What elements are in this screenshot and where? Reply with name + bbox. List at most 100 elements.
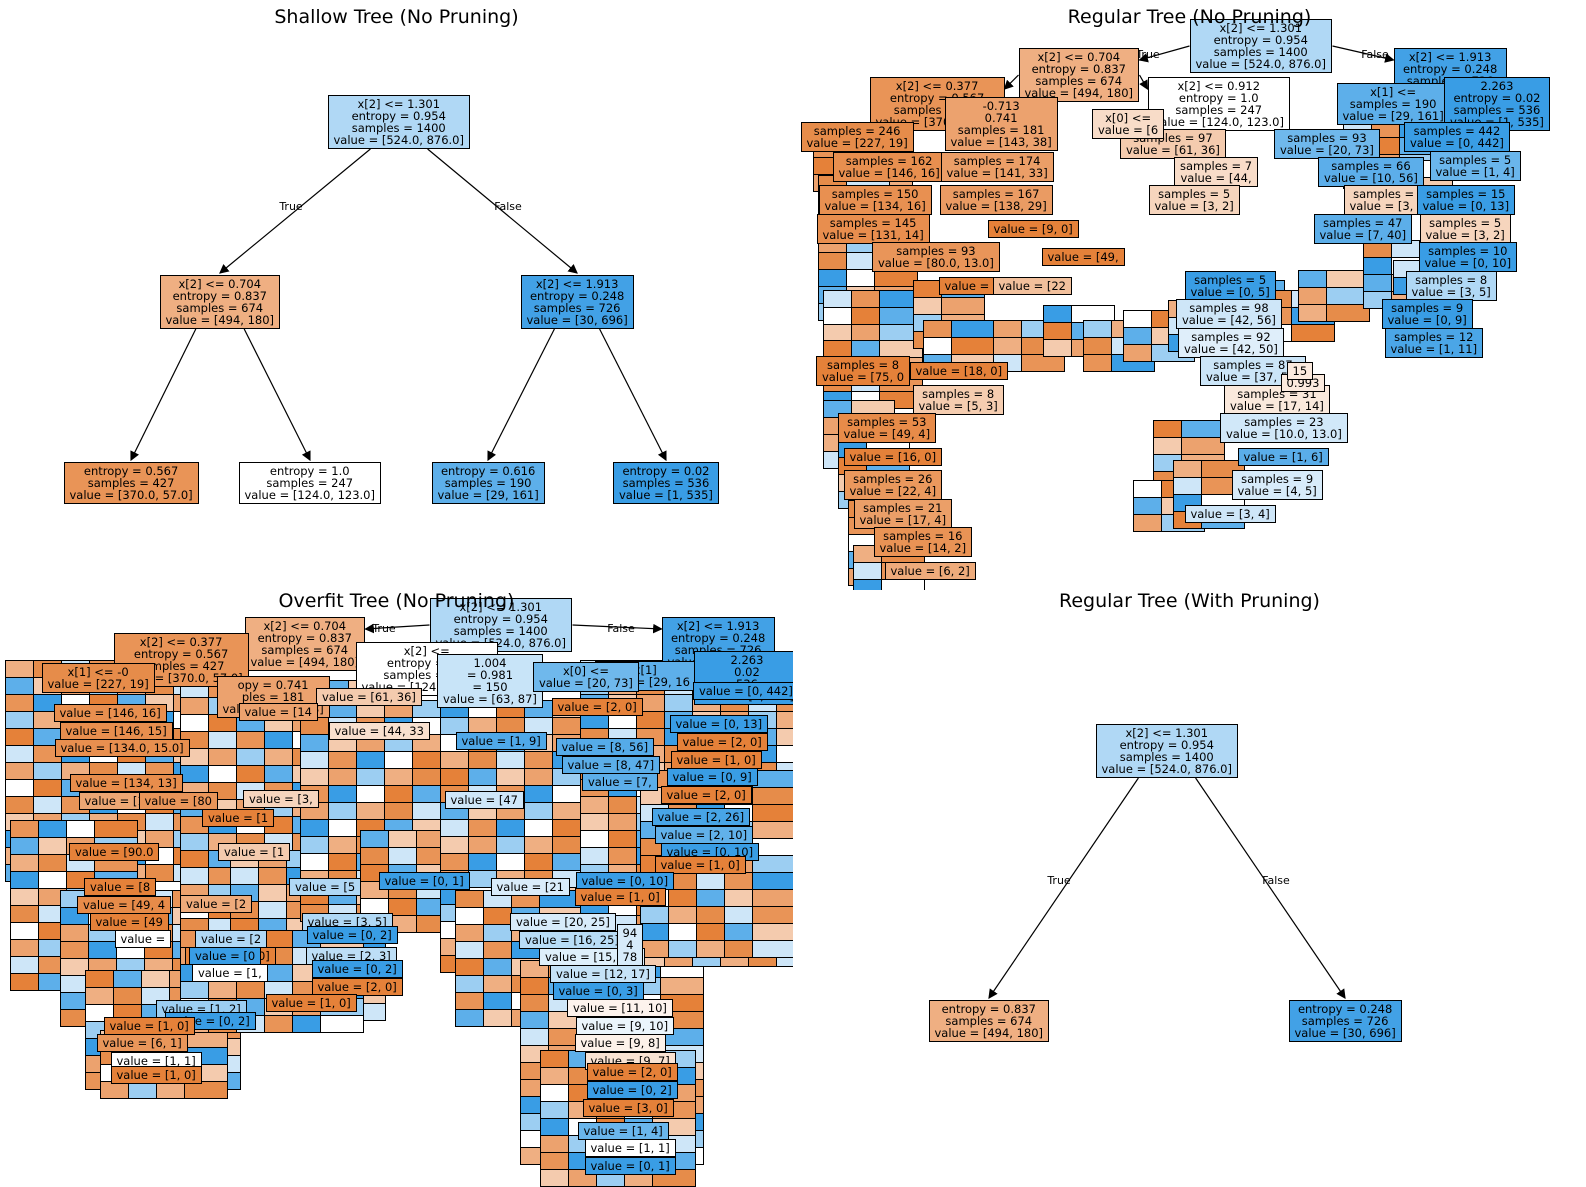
tree-edge bbox=[1003, 74, 1019, 90]
node-text: value = [14 bbox=[244, 705, 312, 719]
node-text: value = [3, bbox=[249, 792, 313, 806]
edges: True False bbox=[988, 777, 1346, 999]
node-text: samples = 66 bbox=[1331, 159, 1411, 173]
panel-title: Shallow Tree (No Pruning) bbox=[274, 6, 519, 28]
node-text: samples = 15 bbox=[1426, 187, 1506, 201]
tree-edge bbox=[243, 328, 311, 462]
node-text: value = [1, 0] bbox=[676, 753, 756, 767]
tree-node: x[2] <= 1.301 entropy = 0.954 samples = 14… bbox=[1189, 19, 1332, 73]
node-text: samples = 536 bbox=[1453, 103, 1541, 117]
node-text: samples = 246 bbox=[813, 124, 901, 138]
node-text: value = [17, 14] bbox=[1230, 399, 1324, 413]
node-text: value = [134.0, 15.0] bbox=[60, 741, 184, 755]
node-text: value = [131, 14] bbox=[822, 228, 924, 242]
node-text: samples = 5 bbox=[1439, 153, 1512, 167]
node-text: value = [0, 13] bbox=[675, 717, 763, 731]
node-text: value = [1, bbox=[198, 966, 262, 980]
node-text: entropy = 1.0 bbox=[269, 464, 350, 478]
tree-node: 1.004 = 0.981 = 150 value = [63, 87] bbox=[437, 654, 543, 708]
node-text: value = [49, 4] bbox=[843, 427, 931, 441]
tree-node: x[2] <= 0.912 entropy = 1.0 samples = 247 v… bbox=[1147, 77, 1290, 131]
node-text: value = [9, 10] bbox=[581, 1019, 669, 1033]
node-text: x[2] <= 0.704 bbox=[178, 277, 262, 291]
node-text: x[2] <= 1.301 bbox=[1219, 21, 1303, 35]
node-text: samples = 5 bbox=[1353, 187, 1426, 201]
tree-node: value = [14 bbox=[238, 703, 318, 721]
node-text: value = [21 bbox=[496, 880, 564, 894]
node-text: samples = 5 bbox=[1194, 273, 1267, 287]
node-text: value = [3, 0] bbox=[588, 1101, 668, 1115]
node-text: samples = 23 bbox=[1244, 415, 1324, 429]
tree-node: samples = 162 value = [146, 16] bbox=[832, 152, 946, 182]
node-text: samples = 5 bbox=[1158, 187, 1231, 201]
tree-node: samples = 5 value = [3, 2] bbox=[1148, 185, 1240, 215]
node-text: value = [4, 5] bbox=[1237, 484, 1317, 498]
edges: True False bbox=[1003, 45, 1395, 91]
node-text: x[2] <= 0.377 bbox=[895, 79, 979, 93]
tree-node: samples = 5 value = [1, 4] bbox=[1429, 151, 1521, 181]
node-text: entropy = 0.837 bbox=[172, 289, 267, 303]
tree-node: value = [1, 4] bbox=[577, 1122, 669, 1140]
node-text: samples = 162 bbox=[845, 154, 933, 168]
node-text: samples = 181 bbox=[957, 123, 1045, 137]
node-text: value = [49, 4 bbox=[83, 898, 166, 912]
tree-edge bbox=[1138, 74, 1149, 91]
node-text: samples = 145 bbox=[829, 216, 917, 230]
tree-node: x[1] <= -0 value = [227, 19] bbox=[41, 663, 155, 693]
node-text: value = [0, 1] bbox=[590, 1159, 670, 1173]
node-text: value = [90.0 bbox=[75, 845, 154, 859]
tree-node: value = [9, 10] bbox=[575, 1017, 675, 1035]
node-text: x[2] <= 0.912 bbox=[1177, 79, 1261, 93]
node-text: value = [7, bbox=[588, 775, 652, 789]
node-text: samples = 93 bbox=[1287, 131, 1367, 145]
tree-node: value = [8, 47] bbox=[561, 756, 661, 774]
node-text: value = [7, 40] bbox=[1319, 228, 1407, 242]
tree-node: value = [1, 0] bbox=[103, 1017, 195, 1035]
node-text: samples = 12 bbox=[1394, 330, 1474, 344]
tree-node: samples = 93 value = [20, 73] bbox=[1274, 129, 1380, 159]
node-text: value = [1, 11] bbox=[1390, 342, 1478, 356]
node-text: value = [20, 25] bbox=[516, 915, 610, 929]
node-text: samples = 92 bbox=[1191, 330, 1271, 344]
edge-label-false: False bbox=[494, 200, 522, 213]
tree-node: value = [61, 36] bbox=[316, 688, 422, 706]
tree-node: entropy = 0.02 samples = 536 value = [1, 5… bbox=[613, 462, 719, 504]
panel-title: Overfit Tree (No Pruning) bbox=[278, 590, 515, 612]
tree-node: samples = 92 value = [42, 50] bbox=[1178, 328, 1284, 358]
node-text: samples = 8 bbox=[1415, 273, 1488, 287]
tree-node: value = [2, 0] bbox=[586, 1063, 678, 1081]
node-text: samples = 247 bbox=[266, 476, 354, 490]
node-text: value = [30, 696] bbox=[526, 313, 628, 327]
node-text: value = [80 bbox=[144, 794, 212, 808]
node-text: value = [42, 56] bbox=[1182, 313, 1276, 327]
tree-node: value = [11, 10] bbox=[567, 999, 673, 1017]
tree-edge bbox=[427, 148, 578, 274]
tree-node: value = [49 bbox=[89, 913, 169, 931]
node-text: value = [146, 16] bbox=[838, 166, 940, 180]
node-text: value = [63, 87] bbox=[443, 692, 537, 706]
tree-node: value = [1, bbox=[192, 964, 268, 982]
edges: True False bbox=[364, 622, 663, 635]
node-text: value = [524.0, 876.0] bbox=[1195, 57, 1327, 71]
node-text: value = [141, 33] bbox=[946, 166, 1048, 180]
tree-node: value = [0, 1] bbox=[584, 1157, 676, 1175]
node-text: samples = 190 bbox=[444, 476, 532, 490]
node-text: samples = 190 bbox=[1349, 97, 1437, 111]
node-text: value = [370.0, 57.0] bbox=[69, 488, 193, 502]
node-text: value = [18, 0] bbox=[915, 364, 1003, 378]
tree-node: x[2] <= 0.704 entropy = 0.837 samples = 67… bbox=[244, 617, 366, 671]
node-text: value = [124.0, 123.0] bbox=[244, 488, 376, 502]
overlapping-tree-node bbox=[320, 1015, 364, 1033]
node-text: value = [138, 29] bbox=[945, 199, 1047, 213]
node-text: value = [0, 10] bbox=[1424, 256, 1512, 270]
tree-node: -0.713 0.741 samples = 181 value = [143, 38… bbox=[944, 97, 1058, 151]
node-text: value = [143, 38] bbox=[950, 135, 1052, 149]
tree-node: samples = 174 value = [141, 33] bbox=[940, 152, 1054, 182]
node-text: value = [0, 442] bbox=[699, 684, 793, 698]
node-text: value = [1 bbox=[224, 845, 285, 859]
node-text: value = [134, 16] bbox=[824, 199, 926, 213]
node-text: samples = 8 bbox=[827, 358, 900, 372]
panel-pruned-tree: Regular Tree (With Pruning) True False x[… bbox=[793, 590, 1586, 1187]
tree-node: samples = 9 value = [0, 9] bbox=[1381, 299, 1473, 329]
